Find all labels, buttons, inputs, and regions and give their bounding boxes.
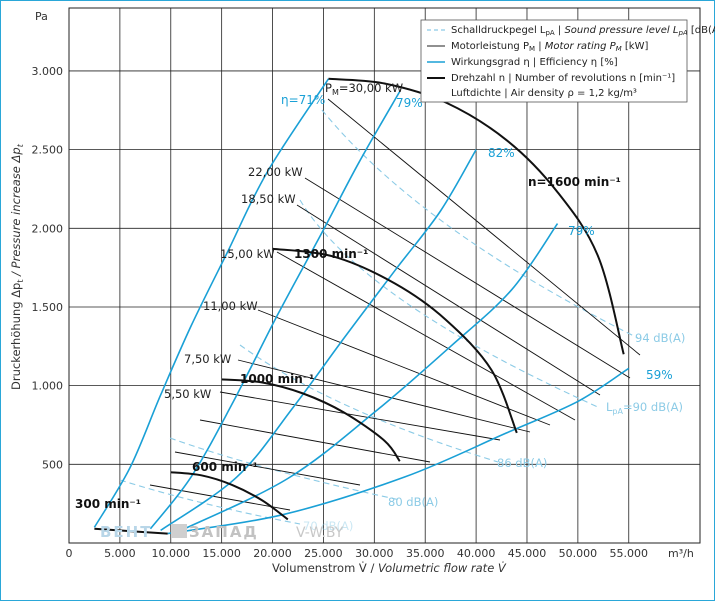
speed-label-300: 300 min⁻¹	[75, 497, 141, 511]
motor-label-75kw: 7,50 kW	[184, 352, 231, 366]
sound-label-86: 86 dB(A)	[497, 456, 547, 470]
y-tick-label-0: 500	[42, 458, 63, 471]
motor-label-11kw: 11,00 kW	[203, 299, 258, 313]
sound-line-80	[169, 437, 401, 501]
efficiency-lines	[93, 78, 630, 535]
eff-label-71: η=71%	[281, 93, 325, 107]
speed-curve-2	[221, 378, 401, 462]
watermark-logo-icon	[171, 524, 187, 538]
motor-label-30kw: PM=30,00 kW	[325, 81, 403, 97]
legend-motor: Motorleistung PM | Motor rating PM [kW]	[451, 41, 648, 53]
x-tick-label-10: 50.000	[559, 547, 598, 560]
speed-curves	[94, 77, 625, 535]
grid	[68, 7, 701, 544]
watermark-url: V-W.BY	[296, 525, 344, 541]
motor-line-a	[199, 419, 431, 463]
sound-pressure-lines	[119, 109, 639, 525]
x-tick-label-5: 25.000	[304, 547, 343, 560]
legend: Schalldruckpegel LpA | Sound pressure le…	[420, 19, 715, 103]
eff-label-82: 82%	[488, 146, 515, 160]
watermark-vent: ВЕНТ	[100, 523, 152, 541]
y-tick-label-2: 1.500	[32, 301, 64, 314]
eff-label-59: 59%	[646, 368, 673, 382]
motor-line-30	[327, 98, 641, 356]
watermark-zapad: ЗАПАД	[189, 523, 259, 541]
motor-line-11	[257, 309, 551, 426]
speed-label-1600: n=1600 min⁻¹	[528, 175, 621, 189]
x-axis-label: Volumenstrom V̇ / Volumetric flow rate V…	[272, 561, 507, 575]
y-unit-label: Pa	[35, 10, 48, 23]
motor-line-22	[304, 177, 631, 379]
motor-label-15kw: 15,00 kW	[220, 247, 275, 261]
efficiency-line-2	[160, 149, 477, 532]
speed-curve-4	[328, 77, 625, 355]
eff-label-79a: 79%	[396, 96, 423, 110]
x-tick-label-2: 10.000	[152, 547, 191, 560]
y-tick-label-4: 2.500	[32, 144, 64, 157]
x-tick-label-6: 30.000	[355, 547, 394, 560]
x-tick-labels: 0 5.000 10.000 15.000 20.000 25.000 30.000 35.0…	[66, 547, 649, 560]
y-axis-label: Druckerhöhung Δpt / Pressure increase Δp…	[9, 143, 25, 390]
x-tick-label-1: 5.000	[104, 547, 136, 560]
motor-rating-lines	[149, 98, 641, 511]
motor-label-55kw: 5,50 kW	[164, 387, 211, 401]
speed-label-1000: 1000 min⁻¹	[240, 372, 314, 386]
x-tick-label-9: 45.000	[508, 547, 547, 560]
sound-line-94	[321, 109, 639, 339]
legend-box	[420, 19, 688, 103]
legend-efficiency: Wirkungsgrad η | Efficiency η [%]	[451, 57, 618, 68]
x-tick-label-11: 55.000	[610, 547, 649, 560]
legend-density: Luftdichte | Air density ρ = 1,2 kg/m³	[451, 88, 637, 99]
x-tick-label-4: 20.000	[253, 547, 292, 560]
sound-label-faint: 70 dB(A)	[303, 519, 353, 533]
motor-line-15	[276, 251, 576, 421]
speed-label-1300: 1300 min⁻¹	[294, 247, 368, 261]
y-tick-label-1: 1.000	[32, 380, 64, 393]
motor-line-75	[237, 359, 531, 433]
y-tick-label-3: 2.000	[32, 222, 64, 235]
motor-line-b	[174, 451, 361, 486]
speed-curve-1	[170, 471, 289, 521]
motor-line-185	[296, 204, 601, 396]
y-tick-labels: 500 1.000 1.500 2.000 2.500 3.000	[32, 65, 64, 471]
x-tick-label-3: 15.000	[202, 547, 241, 560]
efficiency-line-3	[180, 223, 559, 532]
speed-curve-0	[94, 527, 168, 535]
x-tick-label-7: 35.000	[406, 547, 445, 560]
efficiency-line-1	[149, 91, 401, 530]
sound-label-94: 94 dB(A)	[635, 331, 685, 345]
motor-line-c	[149, 484, 291, 511]
motor-label-22kw: 22,00 kW	[248, 165, 303, 179]
motor-line-55	[219, 391, 501, 441]
sound-label-90: LpA=90 dB(A)	[606, 400, 683, 416]
efficiency-line-4	[167, 367, 630, 535]
motor-label-185kw: 18,50 kW	[241, 192, 296, 206]
x-unit-label: m³/h	[668, 547, 694, 560]
sound-line-86	[239, 344, 499, 463]
sound-line-90	[299, 199, 601, 409]
eff-label-79b: 79%	[568, 224, 595, 238]
legend-speed: Drehzahl n | Number of revolutions n [mi…	[451, 73, 675, 84]
legend-sound: Schalldruckpegel LpA | Sound pressure le…	[451, 25, 715, 37]
x-tick-label-0: 0	[66, 547, 73, 560]
speed-curve-3	[272, 247, 518, 434]
sound-label-80: 80 dB(A)	[388, 495, 438, 509]
efficiency-line-0	[93, 78, 330, 528]
y-tick-label-5: 3.000	[32, 65, 64, 78]
plot-area	[68, 7, 701, 544]
sound-line-74	[119, 479, 301, 525]
x-tick-label-8: 40.000	[457, 547, 496, 560]
speed-label-600: 600 min⁻¹	[192, 460, 258, 474]
